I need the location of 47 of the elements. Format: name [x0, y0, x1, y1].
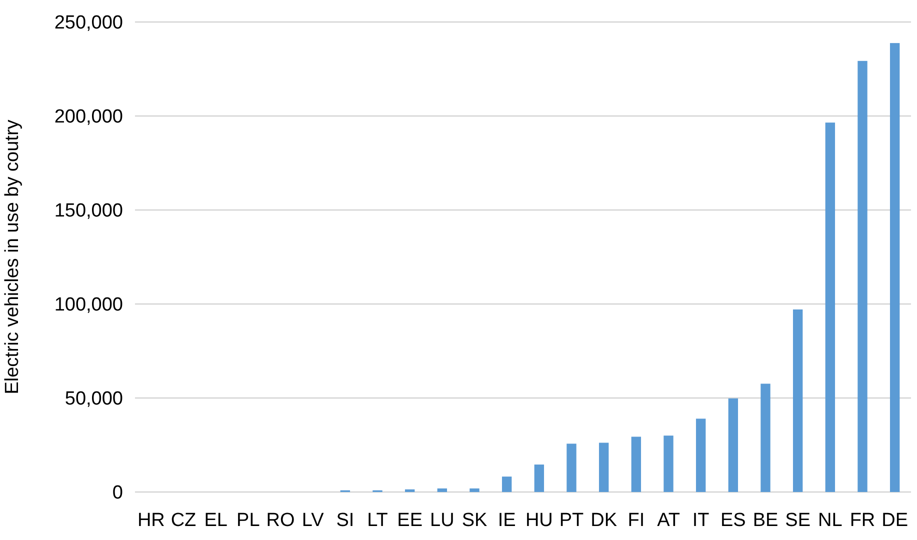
y-tick-label: 0	[112, 482, 123, 504]
x-tick-label: SK	[462, 510, 488, 531]
x-tick-label: NL	[818, 510, 842, 531]
x-tick-label: PL	[236, 510, 260, 531]
x-tick-label: IT	[692, 510, 710, 531]
bar	[792, 309, 803, 492]
bar	[566, 444, 576, 492]
bar	[890, 43, 900, 492]
y-tick-label: 100,000	[54, 294, 123, 316]
bar	[502, 476, 512, 492]
x-tick-label: DE	[882, 510, 908, 531]
x-tick-label: EL	[204, 510, 228, 531]
bar	[858, 60, 868, 492]
bar	[404, 489, 415, 492]
x-tick-label: LV	[302, 510, 324, 531]
bar	[728, 398, 738, 492]
bar	[437, 488, 448, 492]
bar	[760, 384, 770, 492]
bar	[825, 122, 836, 492]
y-axis-title: Electric vehicles in use by coutry	[2, 119, 23, 394]
bar	[664, 436, 674, 492]
x-tick-label: LU	[430, 510, 454, 531]
x-tick-label: DK	[590, 510, 618, 531]
bar	[631, 436, 642, 492]
x-tick-label: CZ	[170, 510, 197, 531]
x-tick-label: PT	[559, 510, 584, 531]
x-tick-label: FR	[850, 510, 876, 531]
bar	[534, 464, 544, 492]
bar	[598, 442, 609, 492]
x-tick-label: FI	[628, 510, 645, 531]
y-tick-label: 250,000	[54, 12, 123, 34]
y-tick-label: 200,000	[54, 106, 123, 128]
x-tick-label: IE	[498, 510, 516, 531]
x-tick-label: BE	[752, 510, 778, 531]
x-tick-label: SE	[785, 510, 811, 531]
x-tick-label: ES	[720, 510, 746, 531]
x-tick-label: HR	[137, 510, 165, 531]
y-tick-label: 50,000	[64, 388, 123, 410]
bar	[470, 488, 480, 492]
x-tick-label: EE	[397, 510, 423, 531]
x-tick-label: LT	[367, 510, 388, 531]
x-tick-label: AT	[657, 510, 680, 531]
x-tick-label: SI	[336, 510, 354, 531]
x-tick-label: HU	[525, 510, 553, 531]
x-tick-label: RO	[266, 510, 295, 531]
bar	[696, 418, 706, 492]
y-tick-label: 150,000	[54, 200, 123, 222]
